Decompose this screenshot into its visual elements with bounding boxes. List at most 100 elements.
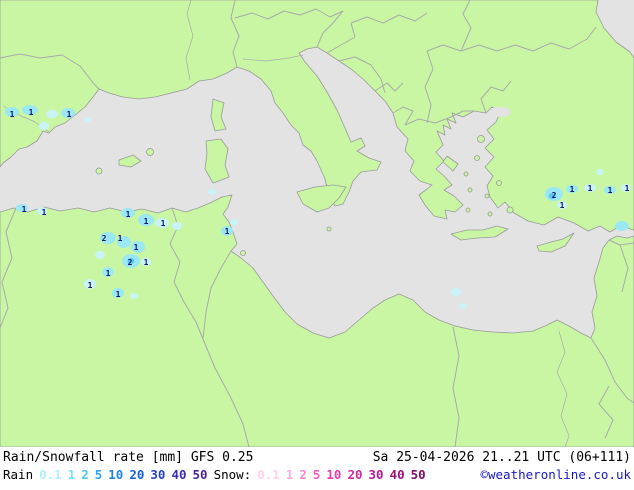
snow-scale-value-10: 10: [326, 467, 342, 482]
border-line: [452, 326, 460, 447]
island-aegean-dot: [467, 187, 473, 193]
rain-scale-value-5: 5: [94, 467, 103, 482]
island-aegean-dot: [496, 180, 502, 186]
precip-value-label: 1: [225, 227, 230, 236]
forecast-datetime: Sa 25-04-2026 21..21 UTC (06+111): [372, 450, 631, 465]
island-djerba: [240, 250, 246, 256]
precip-value-label: 1: [106, 269, 111, 278]
precip-value-label: 1: [161, 219, 166, 228]
precipitation-area: [584, 184, 596, 192]
precipitation-area: [127, 258, 135, 264]
snow-scale-value-5: 5: [312, 467, 321, 482]
precipitation-area: [61, 108, 75, 118]
land-layer: [0, 0, 634, 447]
river-nile: [556, 330, 570, 447]
border-line: [424, 50, 434, 124]
snow-scale-value-50: 50: [410, 467, 426, 482]
sea-of-marmara: [489, 107, 511, 117]
snow-scale-value-40: 40: [389, 467, 405, 482]
precipitation-area: [39, 122, 49, 130]
rain-scale-value-20: 20: [129, 467, 145, 482]
island-aegean-dot: [487, 211, 493, 217]
island-crete: [450, 225, 509, 241]
border-line: [590, 337, 634, 404]
precipitation-area: [566, 185, 578, 193]
precipitation-area: [95, 251, 105, 259]
precipitation-area: [102, 267, 114, 277]
island-malta: [326, 226, 332, 232]
border-line: [619, 244, 629, 293]
precip-value-label: 1: [144, 217, 149, 226]
border-line: [316, 10, 344, 48]
border-layer: [0, 0, 634, 447]
border-line: [326, 22, 356, 54]
snow-scale-value-20: 20: [347, 467, 363, 482]
island-cyprus: [536, 232, 575, 253]
island-sicily: [296, 184, 347, 213]
precipitation-area: [459, 303, 467, 309]
river-rhone: [185, 0, 194, 81]
border-line: [202, 338, 250, 447]
island-ibiza: [95, 167, 103, 175]
precip-value-label: 1: [144, 258, 149, 267]
precip-value-label: 1: [10, 110, 15, 119]
precipitation-layer: [5, 105, 631, 309]
precipitation-area: [615, 221, 629, 231]
legend-bar: Rain/Snowfall rate [mm] GFS 0.25 Sa 25-0…: [0, 447, 634, 490]
precipitation-area: [172, 222, 182, 230]
precip-value-label: 1: [116, 290, 121, 299]
border-line: [202, 250, 232, 340]
rain-scale-label: Rain: [3, 467, 34, 482]
snow-scale-value-0.1: 0.1: [257, 467, 280, 482]
precipitation-area: [5, 107, 19, 117]
precipitation-area: [84, 279, 96, 289]
island-rhodes: [506, 206, 514, 214]
precipitation-area: [596, 169, 604, 175]
border-line: [230, 0, 240, 68]
island-corsica: [210, 98, 227, 132]
border-line: [338, 56, 386, 94]
rain-scale-value-30: 30: [150, 467, 166, 482]
precip-value-label: 1: [67, 110, 72, 119]
precipitation-area: [131, 241, 145, 253]
precipitation-area: [155, 218, 169, 228]
precipitation-area: [85, 117, 91, 123]
border-line: [426, 26, 597, 52]
rain-scale-value-50: 50: [192, 467, 208, 482]
snow-scale-value-30: 30: [368, 467, 384, 482]
rain-scale-value-1: 1: [67, 467, 76, 482]
island-aegean-dot: [463, 171, 469, 177]
snow-color-scale: 0.1 1 2 5 10 20 30 40 50: [257, 467, 425, 482]
precipitation-area: [37, 207, 47, 215]
rain-scale-value-2: 2: [81, 467, 89, 482]
precip-value-label: 1: [625, 184, 630, 193]
island-mallorca: [118, 154, 142, 168]
precipitation-area: [22, 105, 38, 115]
rain-color-scale: 0.1 1 2 5 10 20 30 40 50: [39, 467, 207, 482]
africa-landmass: [0, 194, 634, 447]
precip-value-label: 1: [29, 108, 34, 117]
precipitation-area: [117, 236, 131, 248]
precipitation-area: [46, 110, 58, 118]
snow-scale-value-2: 2: [299, 467, 307, 482]
precip-value-label: 1: [608, 186, 613, 195]
precip-value-label: 1: [118, 234, 123, 243]
precipitation-area: [451, 288, 461, 296]
precipitation-area: [557, 201, 567, 209]
precipitation-area: [100, 232, 116, 244]
border-line: [392, 106, 414, 126]
precipitation-area: [121, 208, 135, 218]
border-line: [0, 53, 100, 90]
precip-value-label: 1: [134, 243, 139, 252]
legend-title-row: Rain/Snowfall rate [mm] GFS 0.25 Sa 25-0…: [0, 447, 634, 465]
precip-value-label: 2: [128, 258, 133, 267]
precipitation-area: [16, 204, 28, 212]
border-line: [350, 12, 428, 24]
border-line: [460, 0, 472, 52]
precipitation-area: [221, 226, 233, 236]
precipitation-area: [230, 219, 238, 225]
precip-value-label: 1: [42, 208, 47, 217]
river-po: [242, 54, 304, 62]
snow-scale-label: Snow:: [213, 467, 252, 482]
